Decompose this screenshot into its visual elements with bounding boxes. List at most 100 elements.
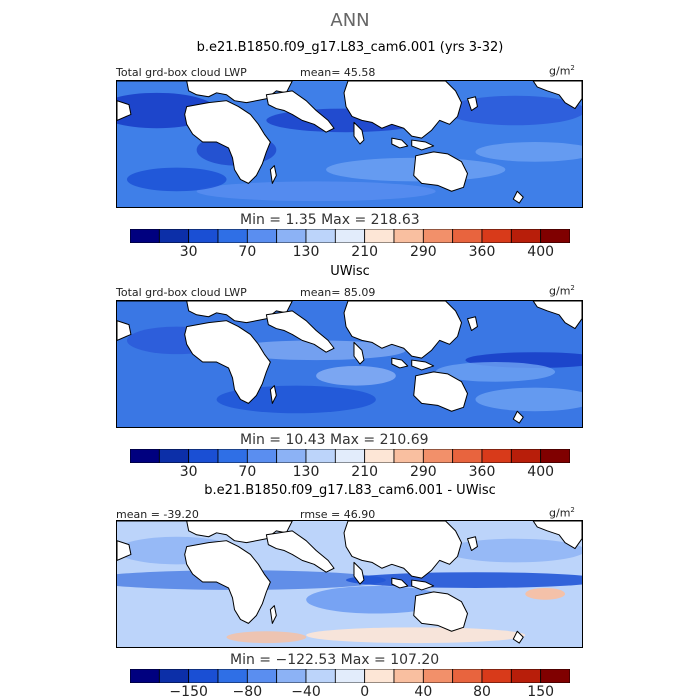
panel-1-mean-value: 45.58 [343, 66, 376, 79]
colorbar-swatch [158, 669, 190, 683]
colorbar-swatch [305, 449, 336, 463]
colorbar-swatch [158, 229, 190, 243]
colorbar-swatch [130, 449, 160, 463]
colorbar-swatch [422, 669, 454, 683]
panel-1-title: b.e21.B1850.f09_g17.L83_cam6.001 (yrs 3-… [196, 40, 504, 55]
colorbar-swatch [276, 449, 307, 463]
colorbar-swatch [188, 449, 219, 463]
colorbar-swatch [188, 669, 219, 683]
colorbar-tick-label: 80 [473, 684, 491, 700]
colorbar-tick-label: 360 [468, 464, 496, 480]
colorbar-swatch [393, 449, 424, 463]
colorbar-swatch [364, 669, 395, 683]
colorbar-tick-label: 210 [351, 244, 379, 260]
panel-3-units: g/m2 [549, 506, 575, 520]
colorbar-swatch [217, 449, 248, 463]
colorbar-tick-label: 150 [527, 684, 555, 700]
colorbar-swatch [481, 449, 512, 463]
panel-1-units-exp: 2 [570, 64, 575, 72]
colorbar-swatch [452, 229, 483, 243]
colorbar-swatch [334, 669, 366, 683]
colorbar-swatch [276, 229, 307, 243]
colorbar-swatch [217, 669, 248, 683]
colorbar-tick-label: 0 [360, 684, 370, 700]
panel-3-units-base: g/m [549, 506, 571, 520]
colorbar-swatch [158, 449, 190, 463]
panel-2-mean-value: 85.09 [343, 286, 376, 299]
panel-3-rmse-value: 46.90 [343, 508, 376, 521]
colorbar-swatch [452, 449, 483, 463]
panel-1-map [116, 80, 583, 208]
panel-3-mean-value: -39.20 [163, 508, 199, 521]
colorbar-tick-label: 290 [409, 244, 437, 260]
colorbar-swatch [481, 229, 512, 243]
colorbar-swatch [510, 449, 542, 463]
panel-2-units: g/m2 [549, 284, 575, 298]
panel-1-variable: Total grd-box cloud LWP [116, 66, 247, 79]
colorbar-tick-label: 30 [179, 244, 198, 260]
panel-1-mean-label: mean= [300, 66, 341, 79]
colorbar-tick-label: 400 [527, 464, 555, 480]
colorbar-swatch [246, 229, 278, 243]
panel-3-mean: mean = -39.20 [116, 508, 199, 521]
colorbar-tick-label: 360 [468, 244, 496, 260]
colorbar-swatch [276, 669, 307, 683]
panel-2-map [116, 300, 583, 428]
panel-2-minmax: Min = 10.43 Max = 210.69 [240, 432, 429, 448]
panel-3-rmse: rmse = 46.90 [300, 508, 375, 521]
panel-1-mean: mean= 45.58 [300, 66, 375, 79]
panel-3-map [116, 520, 583, 648]
panel-1-units-base: g/m [549, 64, 571, 78]
colorbar-swatch [188, 229, 219, 243]
panel-2-variable: Total grd-box cloud LWP [116, 286, 247, 299]
panel-2-units-base: g/m [549, 284, 571, 298]
panel-2-colorbar [130, 449, 570, 463]
panel-2-mean-label: mean= [300, 286, 341, 299]
colorbar-tick-label: −80 [232, 684, 263, 700]
colorbar-tick-label: −150 [169, 684, 208, 700]
colorbar-swatch [422, 229, 454, 243]
panel-3-units-exp: 2 [570, 506, 575, 514]
main-title: ANN [330, 10, 370, 31]
colorbar-swatch [364, 449, 395, 463]
colorbar-tick-label: 130 [292, 244, 320, 260]
panel-3-mean-label: mean = [116, 508, 160, 521]
panel-1-units: g/m2 [549, 64, 575, 78]
panel-1-colorbar [130, 229, 570, 243]
colorbar-tick-label: 210 [351, 464, 379, 480]
colorbar-swatch [393, 229, 424, 243]
colorbar-swatch [452, 669, 483, 683]
panel-1-minmax: Min = 1.35 Max = 218.63 [240, 212, 420, 228]
colorbar-swatch [305, 229, 336, 243]
panel-2-title: UWisc [330, 264, 370, 279]
colorbar-swatch [510, 229, 542, 243]
panel-3-minmax: Min = −122.53 Max = 107.20 [230, 652, 440, 668]
colorbar-swatch [540, 229, 570, 243]
colorbar-tick-label: 400 [527, 244, 555, 260]
colorbar-swatch [481, 669, 512, 683]
panel-3-title: b.e21.B1850.f09_g17.L83_cam6.001 - UWisc [204, 483, 496, 498]
colorbar-tick-label: 70 [238, 464, 257, 480]
colorbar-tick-label: 290 [409, 464, 437, 480]
colorbar-tick-label: 40 [414, 684, 433, 700]
panel-2-mean: mean= 85.09 [300, 286, 375, 299]
colorbar-swatch [422, 449, 454, 463]
panel-3-colorbar [130, 669, 570, 683]
colorbar-swatch [246, 449, 278, 463]
colorbar-tick-label: 130 [292, 464, 320, 480]
colorbar-swatch [540, 449, 570, 463]
colorbar-swatch [364, 229, 395, 243]
panel-2-units-exp: 2 [570, 284, 575, 292]
colorbar-swatch [334, 229, 366, 243]
colorbar-swatch [130, 229, 160, 243]
panel-3-rmse-label: rmse = [300, 508, 341, 521]
colorbar-swatch [217, 229, 248, 243]
colorbar-swatch [305, 669, 336, 683]
colorbar-swatch [130, 669, 160, 683]
colorbar-tick-label: 30 [179, 464, 198, 480]
colorbar-swatch [393, 669, 424, 683]
colorbar-swatch [510, 669, 542, 683]
colorbar-tick-label: 70 [238, 244, 257, 260]
colorbar-swatch [246, 669, 278, 683]
colorbar-swatch [334, 449, 366, 463]
